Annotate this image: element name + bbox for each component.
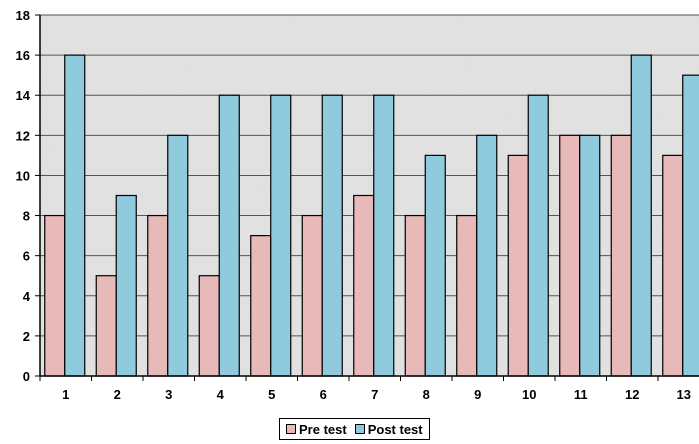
bar-pre-test-1 <box>44 214 66 377</box>
x-tick-label: 13 <box>677 387 691 402</box>
x-tick-label: 5 <box>268 387 275 402</box>
x-tick-label: 9 <box>474 387 481 402</box>
bar-pre-test-4 <box>198 275 220 377</box>
x-tick-label: 1 <box>62 387 69 402</box>
legend-item-pre-test: Pre test <box>286 422 347 437</box>
bar-post-test-3 <box>167 134 189 377</box>
bar-pre-test-5 <box>250 235 272 377</box>
x-tick-label: 10 <box>522 387 536 402</box>
bar-pre-test-2 <box>95 275 117 377</box>
bar-post-test-2 <box>115 194 137 377</box>
bar-post-test-9 <box>476 134 498 377</box>
y-tick-label: 18 <box>16 8 30 23</box>
y-axis-labels: 0 2 4 6 8 10 12 14 16 18 <box>16 8 31 384</box>
y-tick-label: 12 <box>16 128 30 143</box>
bar-post-test-11 <box>579 134 601 377</box>
y-tick-label: 16 <box>16 48 30 63</box>
bar-post-test-7 <box>373 94 395 377</box>
bar-pre-test-3 <box>147 214 169 377</box>
x-tick-label: 4 <box>217 387 225 402</box>
legend-label-post-test: Post test <box>367 421 423 437</box>
bar-post-test-6 <box>321 94 343 377</box>
legend-label-pre-test: Pre test <box>299 421 347 437</box>
legend: Pre test Post test <box>279 418 430 440</box>
y-tick-label: 8 <box>23 209 30 224</box>
x-tick-label: 2 <box>114 387 121 402</box>
legend-swatch-post-test <box>354 424 365 434</box>
legend-swatch-pre-test <box>286 424 296 434</box>
bar-pre-test-6 <box>301 214 323 377</box>
bar-post-test-4 <box>218 94 240 377</box>
bar-pre-test-13 <box>662 154 684 377</box>
bar-post-test-13 <box>682 74 699 377</box>
bar-pre-test-7 <box>353 194 375 377</box>
y-tick-label: 14 <box>16 88 31 103</box>
x-tick-label: 6 <box>320 387 327 402</box>
bar-pre-test-12 <box>610 134 632 377</box>
y-tick-label: 10 <box>16 168 30 183</box>
x-tick-label: 11 <box>574 387 588 402</box>
x-tick-label: 12 <box>625 387 639 402</box>
bar-post-test-10 <box>527 94 549 377</box>
y-tick-label: 0 <box>23 369 30 384</box>
bar-post-test-1 <box>64 54 86 377</box>
x-tick-label: 8 <box>423 387 430 402</box>
bar-pre-test-9 <box>456 214 478 377</box>
bar-pre-test-8 <box>404 214 426 377</box>
bar-post-test-5 <box>270 94 292 377</box>
bar-post-test-12 <box>630 54 652 377</box>
y-tick-label: 2 <box>23 329 30 344</box>
legend-item-post-test: Post test <box>354 421 423 437</box>
bars <box>44 54 699 377</box>
y-tick-label: 4 <box>23 289 31 304</box>
bar-post-test-8 <box>424 154 446 377</box>
x-axis-labels: 1 2 3 4 5 6 7 8 9 10 11 12 13 <box>62 387 691 402</box>
bar-pre-test-11 <box>559 134 581 377</box>
bar-pre-test-10 <box>507 154 529 377</box>
y-tick-label: 6 <box>23 249 30 264</box>
x-tick-label: 3 <box>165 387 172 402</box>
x-tick-label: 7 <box>371 387 378 402</box>
axes <box>35 14 699 381</box>
